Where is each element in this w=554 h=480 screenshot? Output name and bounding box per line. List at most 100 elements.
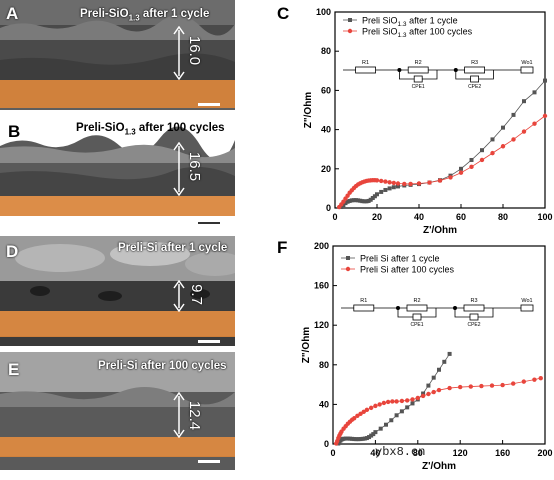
data-point	[345, 199, 350, 204]
circuit-branch	[397, 308, 437, 318]
data-point	[436, 387, 442, 393]
data-point	[339, 429, 344, 434]
panel-letter: E	[8, 360, 20, 379]
data-point	[362, 436, 367, 441]
data-point	[421, 391, 426, 396]
data-point	[408, 182, 413, 187]
data-point	[345, 193, 350, 198]
equivalent-circuit	[343, 66, 534, 83]
data-point	[360, 436, 365, 441]
data-point	[408, 181, 413, 187]
data-point	[341, 199, 346, 204]
data-point	[358, 181, 363, 186]
equivalent-circuit	[341, 304, 534, 321]
data-point	[370, 177, 375, 183]
data-point	[458, 384, 463, 390]
x-tick-label: 100	[537, 212, 552, 222]
data-point	[369, 433, 374, 438]
data-point	[354, 198, 358, 203]
panel-letter: B	[8, 122, 21, 141]
x-tick-label: 0	[330, 448, 335, 458]
data-point	[352, 437, 357, 442]
data-point	[353, 183, 359, 189]
plot-frame	[334, 11, 546, 209]
data-point	[480, 148, 484, 153]
data-point	[379, 189, 384, 194]
data-point	[490, 150, 495, 156]
data-point	[402, 183, 407, 188]
data-point	[375, 192, 379, 197]
circuit-label: R3	[471, 60, 478, 66]
data-point	[362, 199, 367, 204]
data-point	[358, 437, 363, 442]
y-tick-label: 200	[314, 241, 329, 251]
data-point	[511, 137, 516, 142]
data-point	[354, 437, 359, 442]
circuit-label: CPE2	[467, 322, 480, 328]
data-point	[387, 186, 392, 191]
data-point	[417, 182, 421, 187]
x-axis-label: Z'/Ohm	[423, 225, 457, 236]
data-point	[358, 198, 363, 203]
circuit-label: Wo1	[521, 60, 532, 66]
scale-bar	[198, 460, 220, 463]
data-point	[383, 187, 388, 192]
data-point	[410, 401, 415, 406]
data-point	[367, 435, 372, 440]
legend-label: Preli SiO1.3 after 100 cycles	[362, 27, 473, 40]
x-tick-label: 120	[453, 448, 468, 458]
data-point	[542, 113, 548, 119]
data-point	[364, 199, 369, 204]
resistor	[355, 66, 376, 74]
data-point	[532, 90, 537, 95]
sem-image-preli-si-1-cycle: D Preli-Si after 1 cycle 9.7	[0, 236, 235, 346]
data-point	[337, 204, 342, 210]
data-point	[368, 197, 373, 202]
data-point	[339, 202, 344, 207]
substrate-overlay	[0, 437, 235, 457]
data-point	[384, 422, 388, 427]
circuit-branch	[454, 308, 494, 318]
data-point	[399, 398, 405, 404]
data-point	[521, 379, 526, 384]
data-point	[490, 137, 495, 142]
data-point	[340, 437, 345, 442]
y-tick-label: 60	[321, 85, 331, 95]
data-point	[479, 383, 484, 389]
legend-marker	[348, 18, 352, 22]
data-point	[459, 166, 463, 171]
data-point	[426, 391, 431, 397]
resistor	[464, 66, 486, 74]
data-point	[389, 418, 394, 423]
data-point	[427, 180, 432, 185]
data-point	[458, 170, 464, 175]
thickness-label: 12.4	[186, 400, 204, 431]
resistor	[353, 304, 375, 312]
warburg-element	[520, 66, 534, 74]
data-point	[396, 184, 400, 189]
data-point	[532, 121, 537, 126]
data-point	[358, 411, 363, 417]
circuit-node	[453, 68, 458, 73]
y-axis-label: Z"/Ohm	[301, 327, 312, 364]
data-point	[343, 423, 348, 429]
circuit-label: Wo1	[521, 298, 532, 304]
data-point	[538, 375, 543, 381]
data-point	[372, 177, 378, 183]
cpe	[470, 75, 480, 83]
data-point	[336, 435, 341, 441]
resistor	[406, 304, 428, 312]
data-point	[338, 438, 343, 443]
scale-bar	[198, 222, 220, 224]
data-point	[447, 385, 452, 391]
data-point	[341, 436, 346, 441]
x-tick-label: 160	[495, 448, 510, 458]
data-point	[381, 400, 387, 406]
data-point	[426, 383, 431, 388]
circuit-label: R1	[360, 298, 367, 304]
data-point	[360, 180, 365, 185]
data-point	[391, 180, 396, 186]
legend-label: Preli Si after 100 cycles	[360, 265, 455, 275]
data-point	[339, 437, 344, 442]
data-point	[415, 395, 420, 401]
